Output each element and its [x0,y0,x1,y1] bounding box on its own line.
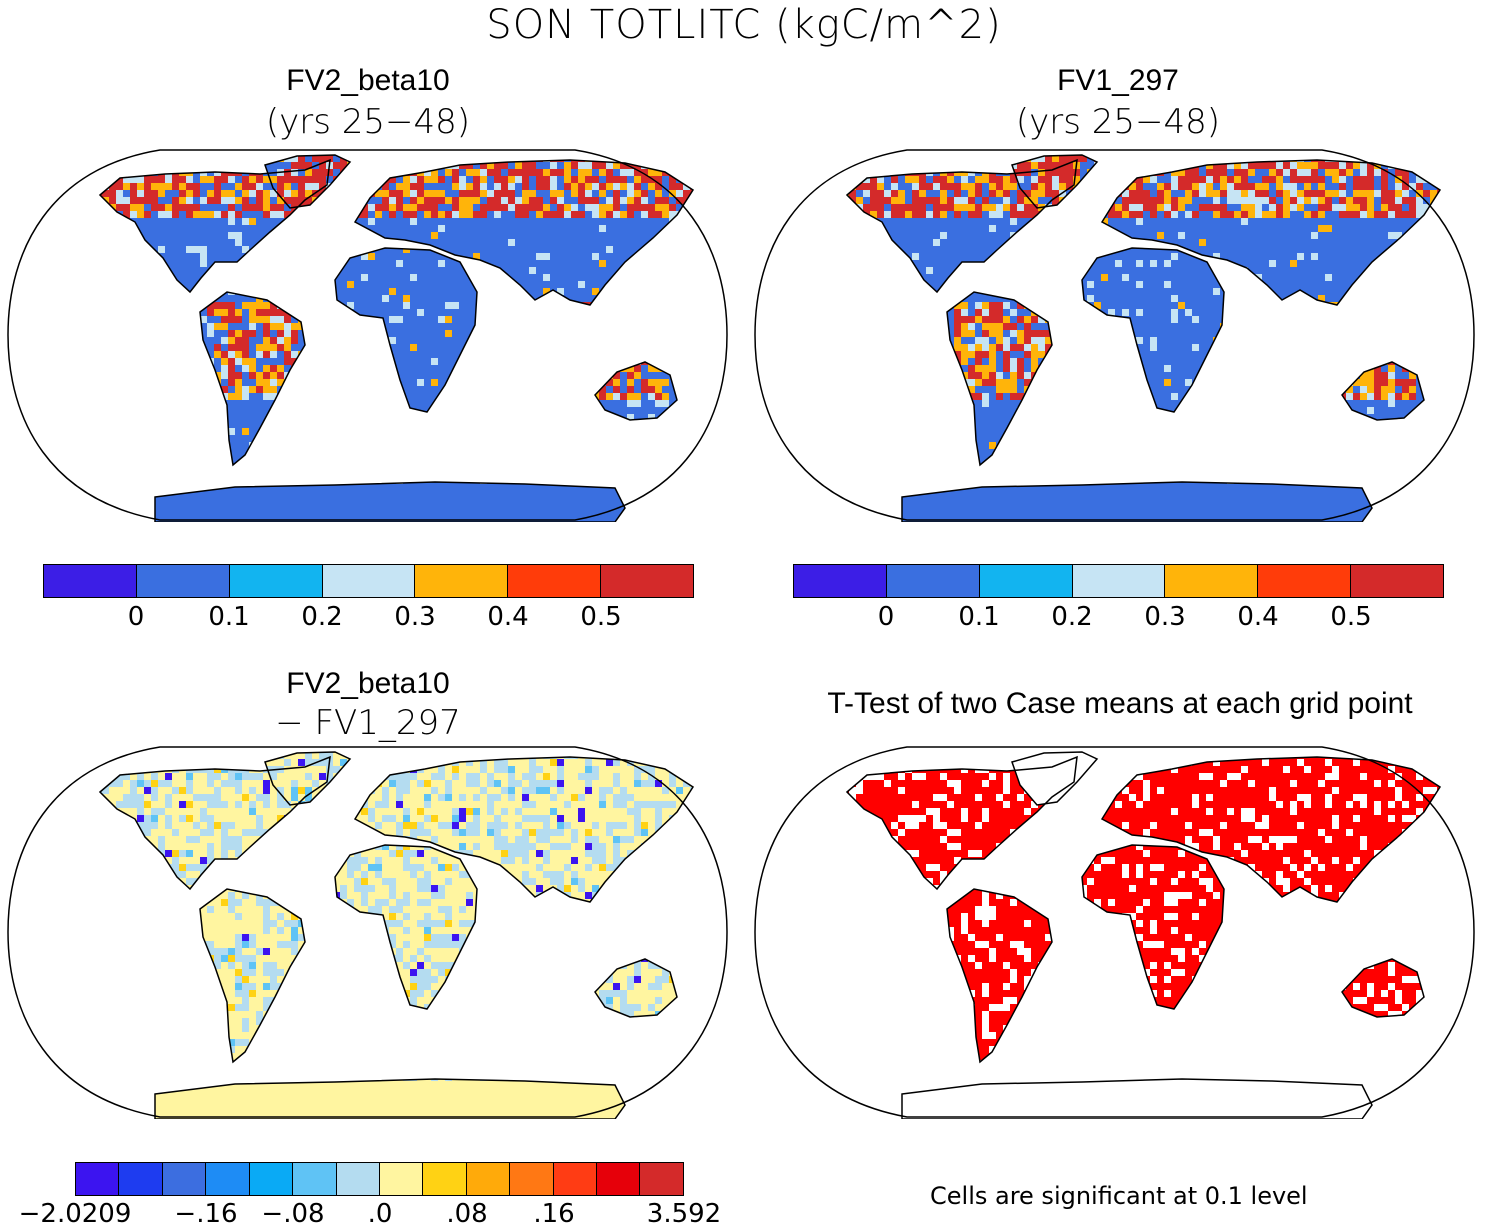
africa-region [335,248,477,412]
cb3-tick: .08 [446,1199,487,1229]
colorbar-swatch [794,565,887,597]
panel1-title: FV2_beta10 [148,64,588,98]
cb1-tick: 0.2 [301,602,342,632]
colorbar-swatch [119,1163,162,1195]
colorbar-swatch [510,1163,553,1195]
colorbar-swatch [640,1163,682,1195]
colorbar-swatch [1351,565,1443,597]
colorbar-swatch [137,565,230,597]
colorbar-swatch [337,1163,380,1195]
panel1-subtitle: (yrs 25−48) [148,102,588,142]
colorbar-fv1-297 [793,564,1444,598]
panel3-subtitle: − FV1_297 [148,703,588,743]
colorbar-swatch [423,1163,466,1195]
colorbar-fv2-beta10 [43,564,694,598]
colorbar-swatch [1073,565,1166,597]
cb3-tick: −.08 [261,1199,324,1229]
cb1-tick: 0 [128,602,145,632]
colorbar-swatch [76,1163,119,1195]
cb2-tick: 0.2 [1051,602,1092,632]
significance-note: Cells are significant at 0.1 level [930,1182,1308,1210]
colorbar-swatch [554,1163,597,1195]
map-ttest [752,745,1477,1119]
map-difference [5,745,730,1119]
cb1-tick: 0.1 [208,602,249,632]
panel2-subtitle: (yrs 25−48) [898,102,1338,142]
cb3-tick: .16 [533,1199,574,1229]
africa-region [1082,248,1224,412]
map-fv2-beta10 [5,148,730,522]
colorbar-swatch [467,1163,510,1195]
colorbar-swatch [980,565,1073,597]
figure-title: SON TOTLITC (kgC/m^2) [0,2,1488,48]
colorbar-swatch [415,565,508,597]
colorbar-swatch [597,1163,640,1195]
cb2-tick: 0.1 [958,602,999,632]
map-fv1-297 [752,148,1477,522]
colorbar-swatch [380,1163,423,1195]
cb3-tick: 3.592 [647,1199,721,1229]
cb2-tick: 0.3 [1144,602,1185,632]
cb2-tick: 0.5 [1330,602,1371,632]
cb3-tick: −.16 [174,1199,237,1229]
panel4-title: T-Test of two Case means at each grid po… [770,687,1470,721]
panel2-title: FV1_297 [898,64,1338,98]
cb2-tick: 0.4 [1237,602,1278,632]
colorbar-swatch [206,1163,249,1195]
colorbar-swatch [601,565,693,597]
colorbar-swatch [1258,565,1351,597]
colorbar-swatch [44,565,137,597]
colorbar-swatch [1165,565,1258,597]
colorbar-swatch [508,565,601,597]
colorbar-swatch [230,565,323,597]
colorbar-swatch [887,565,980,597]
colorbar-swatch [163,1163,206,1195]
cb3-tick: .0 [368,1199,393,1229]
cb3-tick: −2.0209 [19,1199,132,1229]
cb2-tick: 0 [878,602,895,632]
cb1-tick: 0.4 [487,602,528,632]
cb1-tick: 0.5 [580,602,621,632]
colorbar-swatch [323,565,416,597]
panel3-title: FV2_beta10 [148,667,588,701]
colorbar-swatch [250,1163,293,1195]
cb1-tick: 0.3 [394,602,435,632]
colorbar-swatch [293,1163,336,1195]
colorbar-difference [75,1162,684,1196]
